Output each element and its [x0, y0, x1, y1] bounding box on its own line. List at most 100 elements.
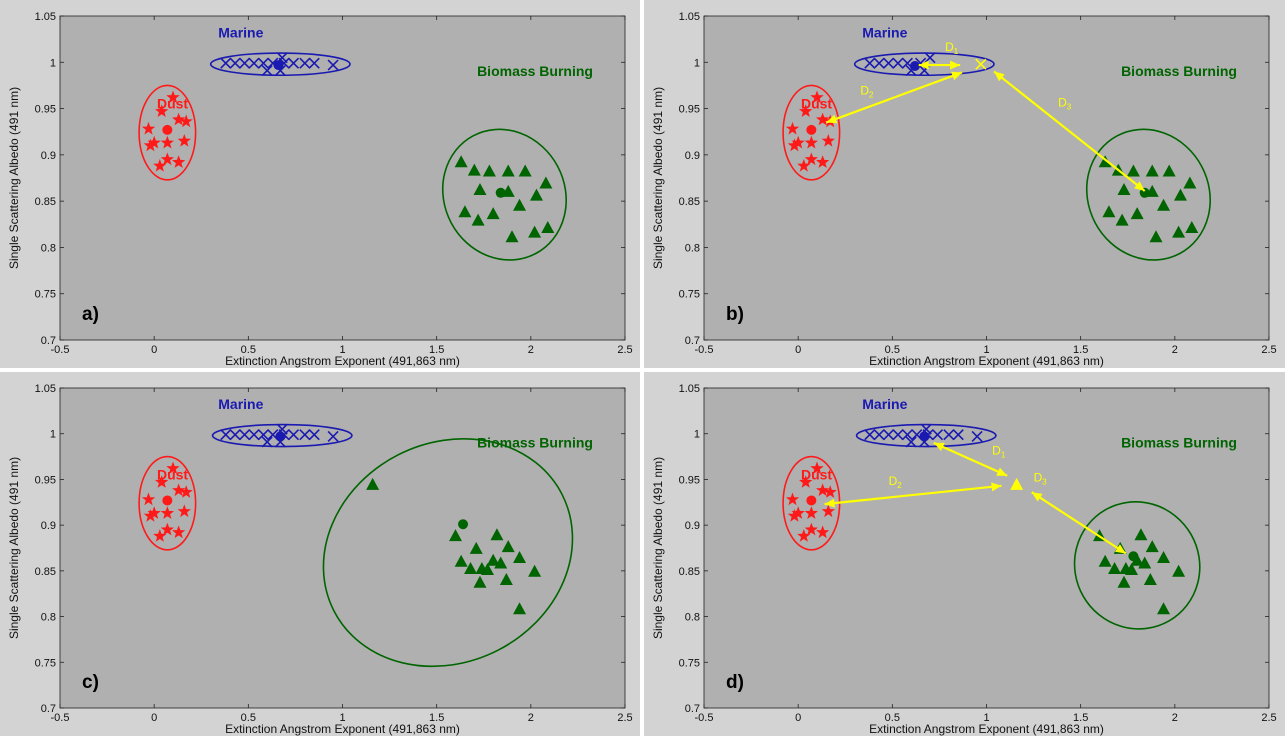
y-tick-label: 0.95 [679, 104, 700, 116]
data-point [528, 564, 542, 577]
axis-ticks: -0.5 0 0.5 1 1.5 2 2.5 0.7 0.75 0.8 0.85 0.9 0.95 1 1.… [35, 11, 633, 356]
data-point [1130, 553, 1144, 566]
y-tick-label: 0.95 [679, 474, 700, 486]
data-point [1157, 602, 1171, 615]
x-tick-label: 1 [983, 344, 989, 356]
data-point [1183, 176, 1197, 189]
panel-label: b) [726, 304, 744, 325]
data-point [327, 59, 339, 71]
x-tick-label: 0 [151, 712, 157, 724]
data-point [166, 90, 180, 104]
chart-panel-b: -0.5 0 0.5 1 1.5 2 2.5 0.7 0.75 0.8 0.85 0.9 0.95 1 1.… [644, 0, 1285, 368]
data-point [1115, 213, 1129, 226]
arrow-head [991, 482, 1002, 492]
data-point [1157, 198, 1171, 211]
test-point [1010, 477, 1024, 490]
x-tick-label: 1.5 [429, 712, 444, 724]
data-point [177, 504, 191, 518]
data-point [160, 152, 174, 166]
x-tick-label: 0 [795, 344, 801, 356]
series-marine: Marine [855, 396, 997, 448]
data-point [308, 57, 320, 69]
data-point [454, 155, 468, 168]
arrow-head [824, 498, 835, 508]
y-tick-label: 1.05 [35, 383, 56, 395]
data-point [823, 485, 837, 498]
data-point [931, 429, 944, 441]
x-axis-label: Extinction Angstrom Exponent (491,863 nm… [225, 722, 460, 736]
data-point [179, 485, 193, 498]
cluster-label: Dust [157, 96, 188, 112]
data-point [539, 176, 553, 189]
data-point [160, 506, 174, 519]
data-point [220, 57, 232, 69]
x-tick-label: 2 [528, 712, 534, 724]
data-point [308, 429, 320, 441]
series-biomass-burning: Biomass Burning [322, 434, 593, 668]
data-point [482, 164, 496, 177]
panel-label: c) [82, 672, 99, 693]
data-point [883, 57, 895, 69]
series-marine: Marine [211, 396, 353, 448]
data-point [143, 509, 158, 522]
data-point [1172, 225, 1186, 238]
data-point [467, 163, 481, 176]
y-tick-label: 0.75 [679, 289, 700, 301]
arrow-head [1115, 544, 1126, 554]
x-tick-label: 0.5 [241, 712, 256, 724]
arrow-head [918, 60, 929, 70]
cluster-label: Biomass Burning [1121, 434, 1237, 450]
cluster-label: Marine [218, 396, 263, 412]
data-point [513, 551, 527, 564]
y-axis-label: Single Scattering Albedo (491 nm) [7, 87, 21, 269]
series-marine: Marine [209, 24, 351, 77]
distance-arrow [1031, 491, 1127, 555]
data-point [449, 529, 462, 542]
data-point [799, 475, 813, 488]
x-tick-label: -0.5 [51, 344, 70, 356]
data-point [153, 529, 167, 542]
x-tick-label: 2.5 [617, 344, 632, 356]
data-point [1173, 188, 1187, 201]
data-point [787, 138, 802, 152]
cluster-ellipse [138, 84, 197, 181]
data-point [541, 220, 555, 233]
data-point [464, 562, 478, 575]
arrow-head [1031, 492, 1043, 502]
data-point [971, 430, 983, 443]
data-point [299, 429, 311, 441]
y-tick-label: 0.8 [685, 612, 700, 624]
cluster-ellipse [211, 423, 353, 448]
y-tick-label: 0.75 [679, 657, 700, 669]
data-point [892, 57, 904, 69]
data-point [166, 461, 180, 475]
test-point [975, 58, 987, 70]
cluster-centroid [458, 519, 469, 530]
y-axis-label: Single Scattering Albedo (491 nm) [651, 87, 665, 269]
x-tick-label: 0.5 [885, 712, 900, 724]
data-point [155, 104, 169, 117]
cluster-label: Dust [801, 96, 832, 112]
y-tick-label: 0.95 [35, 104, 56, 116]
cluster-ellipse [1085, 128, 1211, 261]
y-axis-label: Single Scattering Albedo (491 nm) [7, 457, 21, 639]
data-point [873, 57, 885, 69]
axis-ticks: -0.5 0 0.5 1 1.5 2 2.5 0.7 0.75 0.8 0.85 0.9 0.95 1 1.… [679, 11, 1277, 356]
x-tick-label: -0.5 [51, 712, 70, 724]
data-point [239, 429, 251, 441]
panel-label: a) [82, 304, 99, 325]
cluster-centroid [275, 431, 286, 442]
cluster-label: Dust [157, 466, 188, 482]
x-tick-label: 0 [151, 344, 157, 356]
data-point [1108, 562, 1122, 575]
x-tick-label: 2.5 [1261, 712, 1276, 724]
y-tick-label: 0.7 [41, 335, 56, 347]
data-point [1125, 562, 1139, 575]
x-tick-label: 2.5 [617, 712, 632, 724]
data-point [1126, 164, 1140, 177]
data-point [499, 573, 513, 585]
data-point [1157, 551, 1171, 564]
data-point [785, 492, 800, 506]
data-point [518, 164, 532, 177]
data-point [172, 112, 186, 126]
